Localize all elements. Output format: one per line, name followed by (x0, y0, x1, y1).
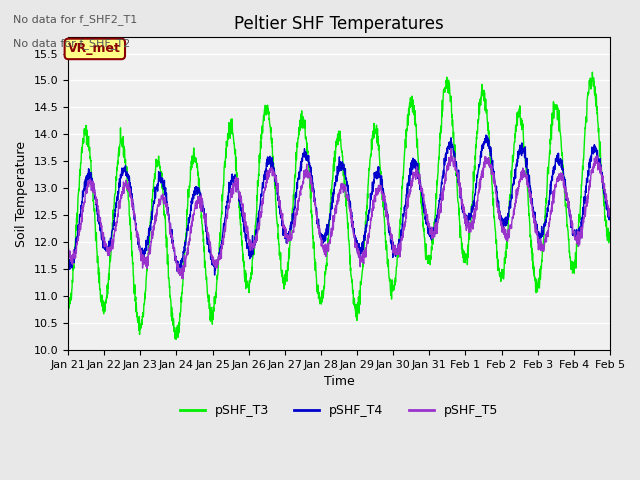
Title: Peltier SHF Temperatures: Peltier SHF Temperatures (234, 15, 444, 33)
Y-axis label: Soil Temperature: Soil Temperature (15, 141, 28, 247)
pSHF_T3 (559, 150, 566, 156)
pSHF_T4 (606, 216, 614, 222)
pSHF_T5 (367, 222, 374, 228)
pSHF_T3 (589, 69, 596, 75)
pSHF_T4 (216, 253, 223, 259)
pSHF_T3 (367, 153, 374, 159)
pSHF_T3 (355, 299, 362, 304)
pSHF_T3 (172, 336, 180, 342)
pSHF_T3 (64, 305, 72, 311)
pSHF_T4 (573, 232, 581, 238)
Legend: pSHF_T3, pSHF_T4, pSHF_T5: pSHF_T3, pSHF_T4, pSHF_T5 (175, 399, 503, 422)
pSHF_T5 (355, 255, 362, 261)
pSHF_T4 (64, 264, 72, 269)
pSHF_T3 (573, 243, 581, 249)
Line: pSHF_T4: pSHF_T4 (68, 135, 610, 275)
Text: No data for f_SHF2_T1: No data for f_SHF2_T1 (13, 14, 137, 25)
pSHF_T3 (216, 240, 223, 246)
pSHF_T3 (606, 232, 614, 238)
Line: pSHF_T3: pSHF_T3 (68, 72, 610, 339)
pSHF_T5 (447, 145, 455, 151)
Text: No data for f_SHF_T2: No data for f_SHF_T2 (13, 38, 130, 49)
Text: VR_met: VR_met (68, 42, 121, 55)
pSHF_T5 (497, 220, 504, 226)
pSHF_T4 (559, 167, 566, 173)
pSHF_T5 (559, 177, 566, 182)
Line: pSHF_T5: pSHF_T5 (68, 148, 610, 278)
pSHF_T4 (497, 214, 504, 219)
pSHF_T4 (211, 272, 218, 278)
pSHF_T4 (355, 244, 362, 250)
pSHF_T5 (606, 211, 614, 216)
pSHF_T5 (573, 228, 581, 234)
pSHF_T4 (482, 132, 490, 138)
pSHF_T4 (367, 191, 374, 196)
pSHF_T5 (216, 252, 223, 258)
pSHF_T5 (64, 248, 72, 254)
pSHF_T5 (179, 276, 187, 281)
pSHF_T3 (497, 271, 504, 277)
X-axis label: Time: Time (324, 375, 355, 388)
